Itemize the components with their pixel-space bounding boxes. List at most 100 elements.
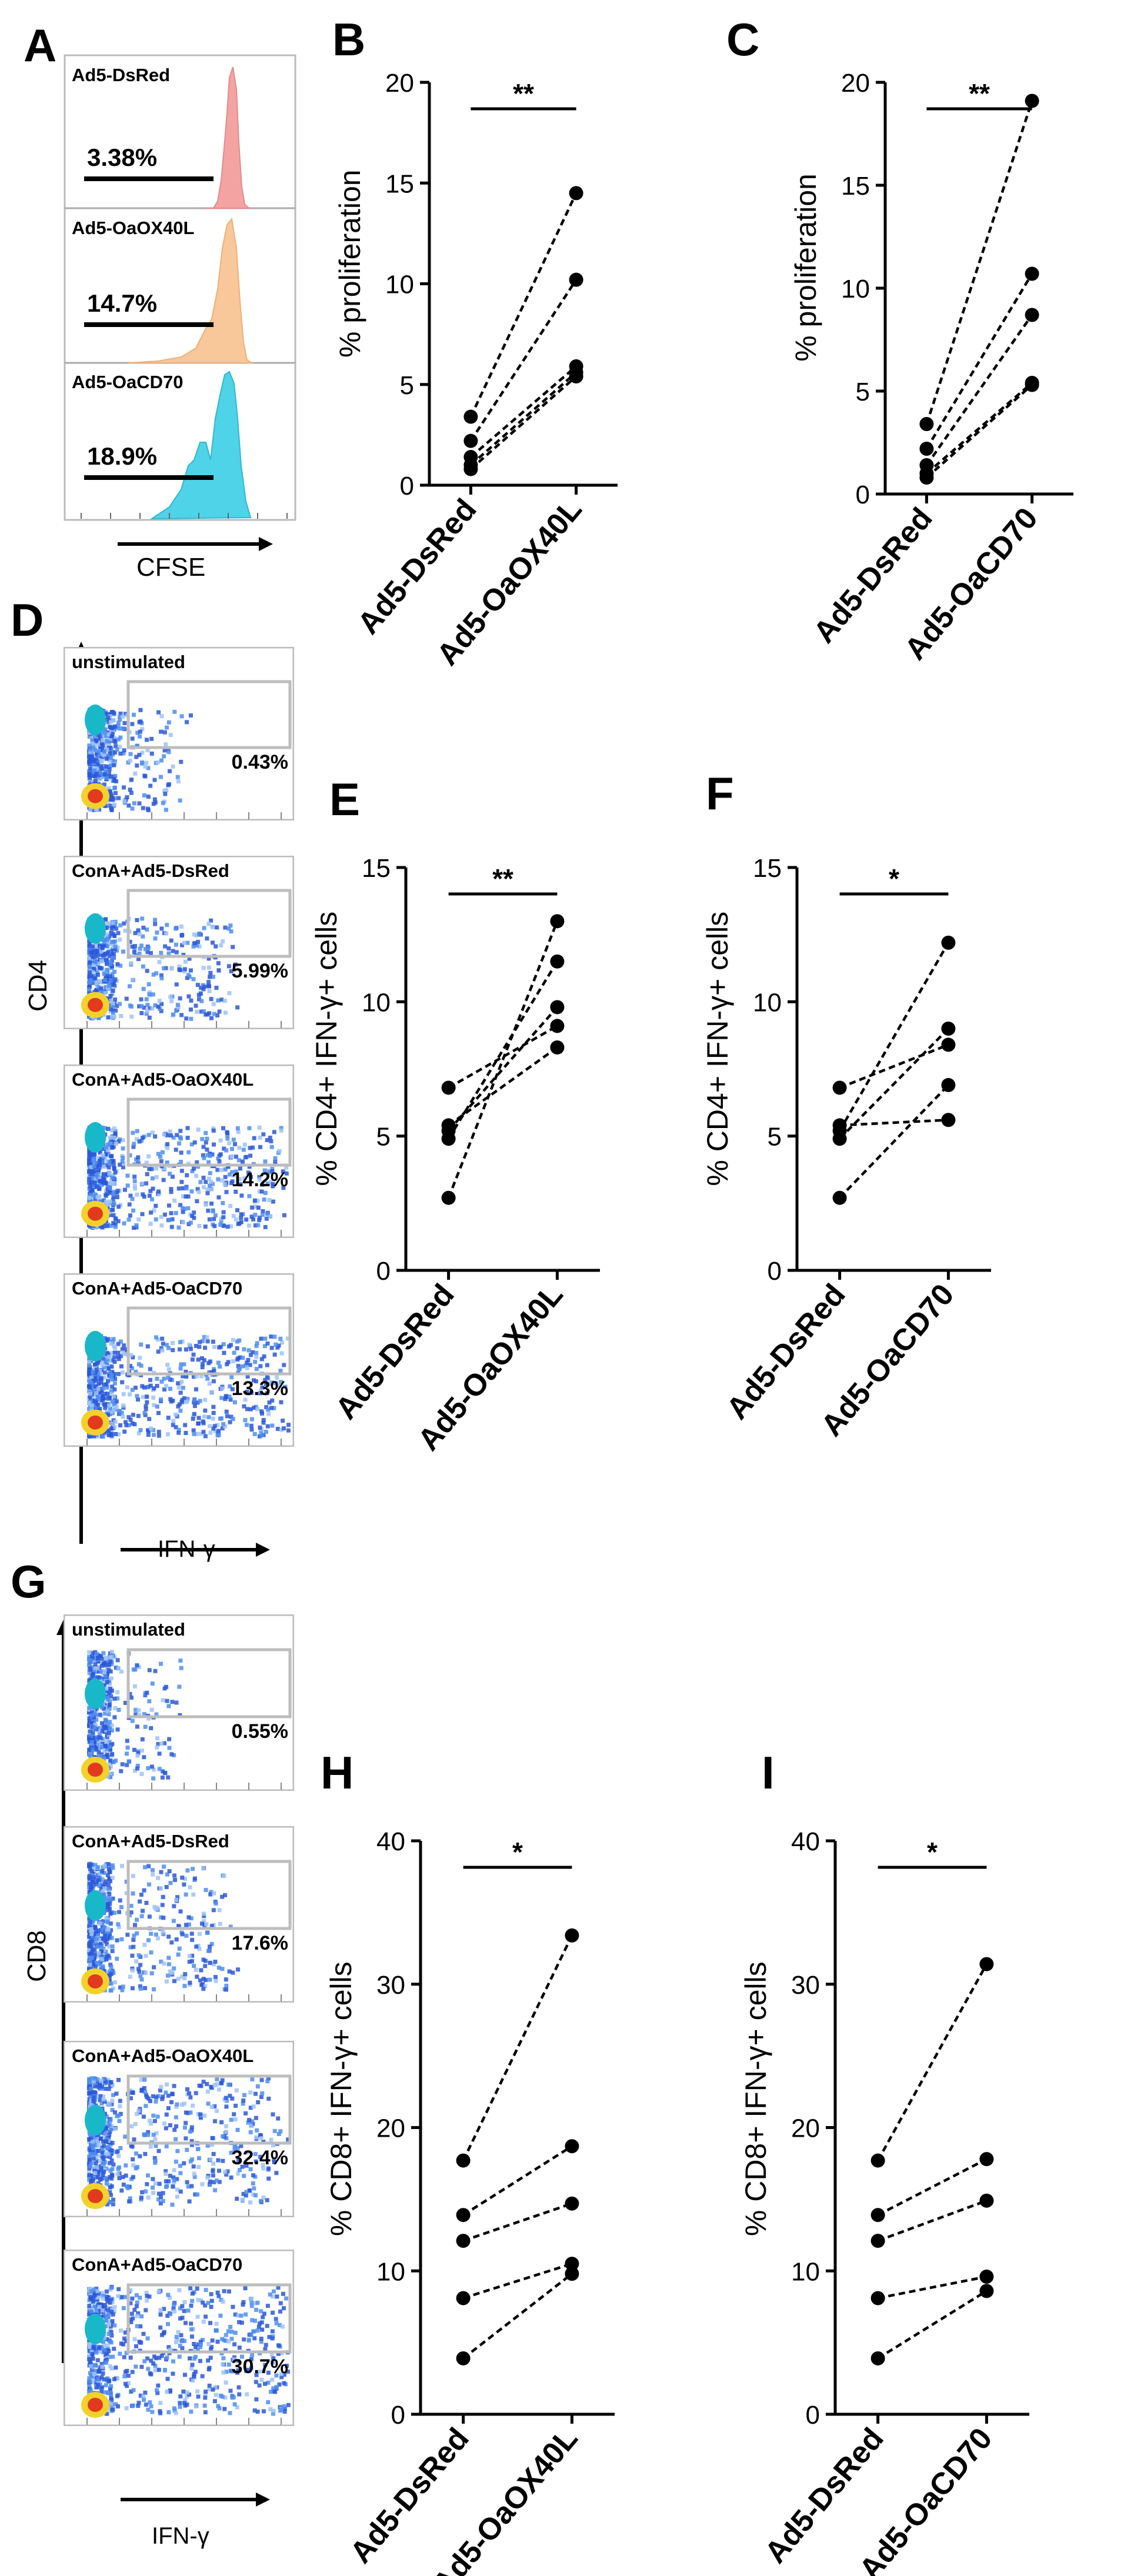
y-axis-title: % CD8+ IFN-γ+ cells: [325, 1961, 358, 2236]
data-point-after: [1025, 94, 1039, 108]
data-point-after: [941, 1037, 956, 1052]
dot-plot-gate-percent: 0.43%: [231, 751, 288, 773]
data-point-before: [919, 471, 934, 485]
dot-plot-label: unstimulated: [72, 652, 185, 672]
cfse-axis-arrow: [118, 537, 273, 551]
dot-plot-gate-percent: 32.4%: [231, 2147, 288, 2169]
data-point-after: [569, 272, 583, 287]
significance-stars: **: [513, 78, 534, 109]
paired-line: [838, 942, 950, 1132]
data-point-after: [565, 1928, 579, 1943]
paired-line: [462, 2202, 573, 2243]
y-tick-label: 10: [362, 988, 391, 1017]
panel-letter-c: C: [726, 14, 760, 65]
paired-line: [878, 2275, 987, 2300]
data-point-after: [565, 2267, 579, 2281]
histogram-oacd70: [149, 371, 252, 520]
significance-stars: *: [512, 1837, 523, 1867]
data-point-after: [979, 2284, 994, 2298]
data-point-before: [832, 1080, 847, 1095]
dot-plot-gate-percent: 5.99%: [231, 960, 288, 982]
paired-line: [838, 1027, 950, 1140]
histogram-label-dsred: Ad5-DsRed: [72, 65, 171, 85]
paired-line: [839, 1119, 949, 1127]
paired-line: [462, 2145, 573, 2217]
data-point-after: [1025, 378, 1039, 392]
y-axis-title: % proliferation: [789, 173, 822, 362]
paired-line: [447, 1006, 559, 1132]
dot-plot: ConA+Ad5-DsRed 17.6%: [64, 1826, 294, 2003]
data-point-after: [550, 1000, 565, 1015]
dot-plot: ConA+Ad5-OaOX40L 14.2%: [64, 1065, 294, 1238]
y-axis-title: % CD4+ IFN-γ+ cells: [310, 912, 343, 1186]
panel-letter-d: D: [11, 594, 44, 646]
data-point-after: [979, 2193, 994, 2208]
y-axis-title: % CD8+ IFN-γ+ cells: [739, 1961, 772, 2236]
significance-stars: *: [927, 1837, 938, 1867]
data-point-after: [979, 2270, 994, 2284]
dot-plot-label: ConA+Ad5-DsRed: [72, 1831, 229, 1851]
paired-line: [469, 365, 578, 458]
paired-line: [447, 960, 559, 1140]
paired-line: [469, 375, 578, 471]
data-point-after: [941, 1022, 956, 1036]
data-point-after: [569, 369, 583, 384]
dot-plot: ConA+Ad5-OaCD70 30.7%: [64, 2250, 294, 2426]
data-point-before: [456, 2351, 471, 2365]
dot-plot-label: unstimulated: [72, 1619, 185, 1640]
data-point-after: [979, 1957, 994, 1971]
data-point-before: [870, 2291, 885, 2305]
cfse-histogram-stack: [64, 54, 296, 521]
paired-line: [462, 1934, 573, 2161]
panel-letter-a: A: [24, 19, 57, 71]
y-tick-label: 5: [856, 378, 870, 406]
dot-plot-density: [64, 2250, 294, 2426]
histogram-label-oacd70: Ad5-OaCD70: [72, 372, 184, 392]
y-tick-label: 5: [768, 1123, 782, 1152]
paired-line: [925, 273, 1033, 450]
paired-line: [925, 382, 1033, 475]
panel-a: Ad5-DsRed 3.38% Ad5-OaOX40L 14.7% Ad5-Oa…: [64, 54, 299, 525]
data-point-before: [919, 417, 934, 431]
histogram-percent-oaox40l: 14.7%: [87, 289, 158, 317]
data-point-after: [1025, 266, 1039, 281]
y-tick-label: 15: [841, 172, 870, 201]
dot-plot-density: [64, 1826, 294, 2003]
data-point-before: [870, 2208, 885, 2223]
dot-plot-gate-percent: 13.3%: [231, 1377, 288, 1400]
y-tick-label: 0: [768, 1257, 782, 1286]
ifng-axis-label-d: IFN-γ: [158, 1536, 215, 1562]
data-point-before: [441, 1132, 456, 1146]
data-point-after: [941, 1077, 956, 1092]
panel-letter-b: B: [332, 14, 366, 65]
paired-line: [876, 1963, 988, 2161]
data-point-after: [941, 1113, 956, 1127]
data-point-before: [870, 2153, 885, 2168]
paired-line: [838, 1084, 950, 1199]
y-tick-label: 15: [362, 854, 391, 883]
y-tick-label: 20: [791, 2114, 820, 2143]
dot-plot-label: ConA+Ad5-OaCD70: [72, 1278, 243, 1299]
data-point-after: [565, 2196, 579, 2211]
dot-plot-density: [64, 1273, 294, 1447]
paired-line: [925, 100, 1033, 425]
significance-stars: **: [969, 78, 990, 109]
histogram-oaox40l: [128, 217, 254, 363]
y-tick-label: 30: [791, 1971, 820, 2000]
paired-line: [877, 2199, 988, 2243]
paired-line: [469, 192, 578, 418]
y-tick-label: 10: [791, 2257, 820, 2286]
panel-letter-i: I: [762, 1747, 775, 1798]
data-point-before: [456, 2153, 471, 2168]
data-point-before: [456, 2291, 471, 2305]
dot-plot-gate-percent: 30.7%: [231, 2355, 288, 2378]
data-point-after: [569, 186, 583, 201]
dot-plot: unstimulated 0.55%: [64, 1614, 294, 1791]
panel-letter-h: H: [321, 1747, 354, 1798]
panel-letter-g: G: [11, 1556, 46, 1607]
significance-stars: **: [492, 863, 513, 894]
data-point-before: [832, 1132, 847, 1146]
